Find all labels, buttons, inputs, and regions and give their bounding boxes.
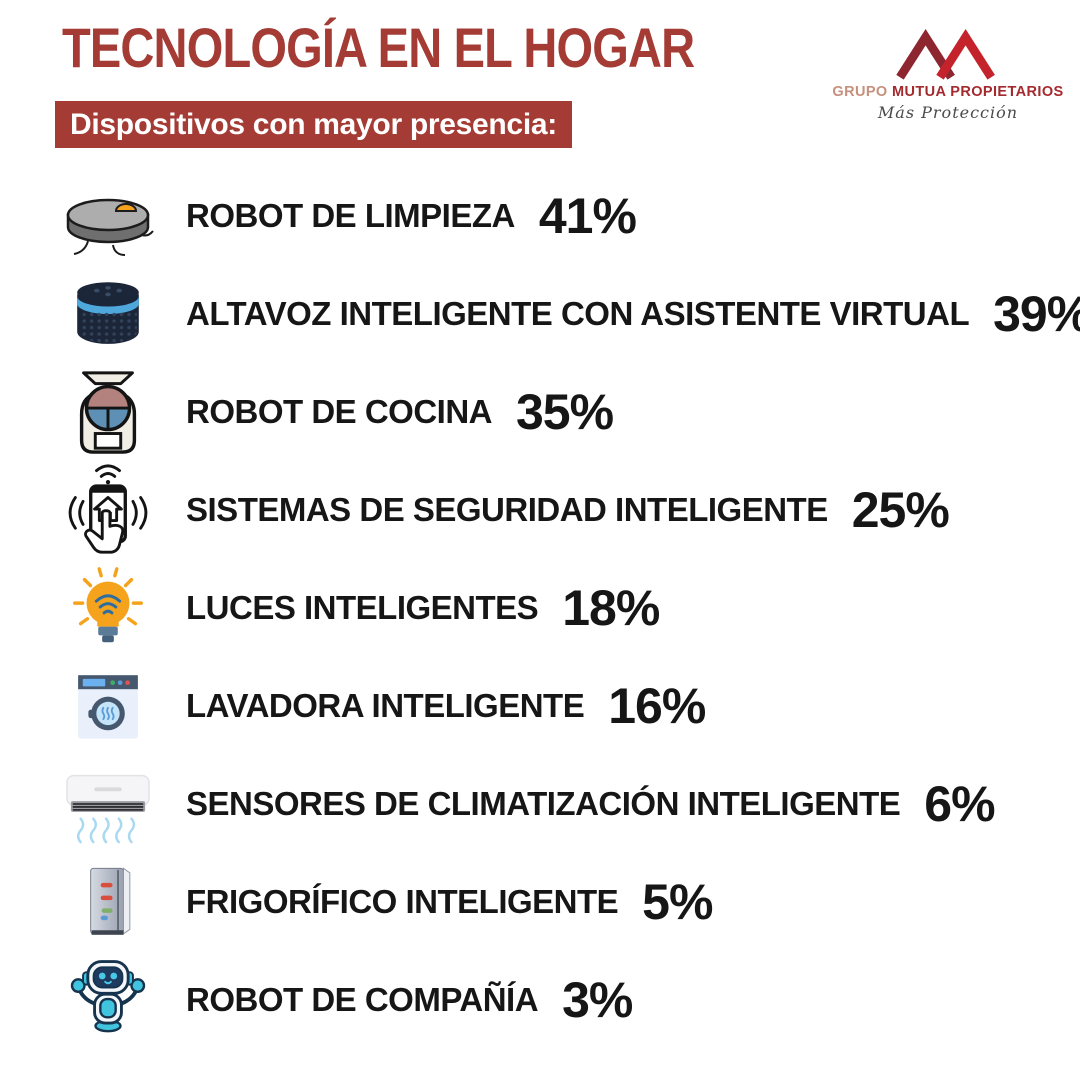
list-item: FRIGORÍFICO INTELIGENTE 5% <box>55 853 1055 951</box>
mutua-logo-icon <box>896 29 995 80</box>
list-item: ROBOT DE COCINA 35% <box>55 363 1055 461</box>
device-label: ROBOT DE COCINA <box>186 393 493 430</box>
list-item: ALTAVOZ INTELIGENTE CON ASISTENTE VIRTUA… <box>55 265 1080 363</box>
device-label: LUCES INTELIGENTES <box>186 589 539 626</box>
device-percentage: 35% <box>516 384 614 440</box>
company-logo: GRUPO MUTUA PROPIETARIOS Más Protección <box>832 26 1064 122</box>
logo-mutua-text: MUTUA PROPIETARIOS <box>892 84 1064 100</box>
device-label: ROBOT DE LIMPIEZA <box>186 197 515 234</box>
device-percentage: 18% <box>562 580 660 636</box>
list-item: LAVADORA INTELIGENTE 16% <box>55 657 1055 755</box>
list-item: ROBOT DE COMPAÑÍA 3% <box>55 951 1055 1049</box>
list-item: ROBOT DE LIMPIEZA 41% <box>55 167 1055 265</box>
device-percentage: 3% <box>562 972 633 1028</box>
device-percentage: 25% <box>851 482 950 538</box>
smart-bulb-icon <box>55 564 160 652</box>
robot-vacuum-icon <box>55 175 160 257</box>
device-percentage: 41% <box>538 188 637 244</box>
device-label: ALTAVOZ INTELIGENTE CON ASISTENTE VIRTUA… <box>186 295 970 332</box>
companion-robot-icon <box>55 952 160 1048</box>
kitchen-robot-icon <box>55 367 160 457</box>
subtitle-banner: Dispositivos con mayor presencia: <box>55 101 572 148</box>
washing-machine-icon <box>55 664 160 748</box>
smart-fridge-icon <box>55 858 160 946</box>
ac-sensor-icon <box>55 760 160 848</box>
security-phone-icon <box>55 457 160 563</box>
device-label: FRIGORÍFICO INTELIGENTE <box>186 883 619 920</box>
device-percentage: 6% <box>924 776 995 832</box>
list-item: LUCES INTELIGENTES 18% <box>55 559 1055 657</box>
device-label: LAVADORA INTELIGENTE <box>186 687 585 724</box>
device-percentage: 39% <box>993 286 1080 342</box>
page-title: TECNOLOGÍA EN EL HOGAR <box>62 16 695 79</box>
logo-tagline: Más Protección <box>877 103 1019 122</box>
device-label: ROBOT DE COMPAÑÍA <box>186 981 539 1018</box>
device-label: SISTEMAS DE SEGURIDAD INTELIGENTE <box>186 491 828 528</box>
list-item: SENSORES DE CLIMATIZACIÓN INTELIGENTE 6% <box>55 755 1055 853</box>
list-item: SISTEMAS DE SEGURIDAD INTELIGENTE 25% <box>55 461 1055 559</box>
logo-company-name: GRUPO MUTUA PROPIETARIOS <box>832 84 1064 100</box>
device-list: ROBOT DE LIMPIEZA 41% <box>55 167 1080 1049</box>
device-label: SENSORES DE CLIMATIZACIÓN INTELIGENTE <box>186 785 901 822</box>
logo-grupo-text: GRUPO <box>832 84 888 100</box>
device-percentage: 16% <box>608 678 706 734</box>
smart-speaker-icon <box>55 272 160 356</box>
device-percentage: 5% <box>642 874 713 930</box>
